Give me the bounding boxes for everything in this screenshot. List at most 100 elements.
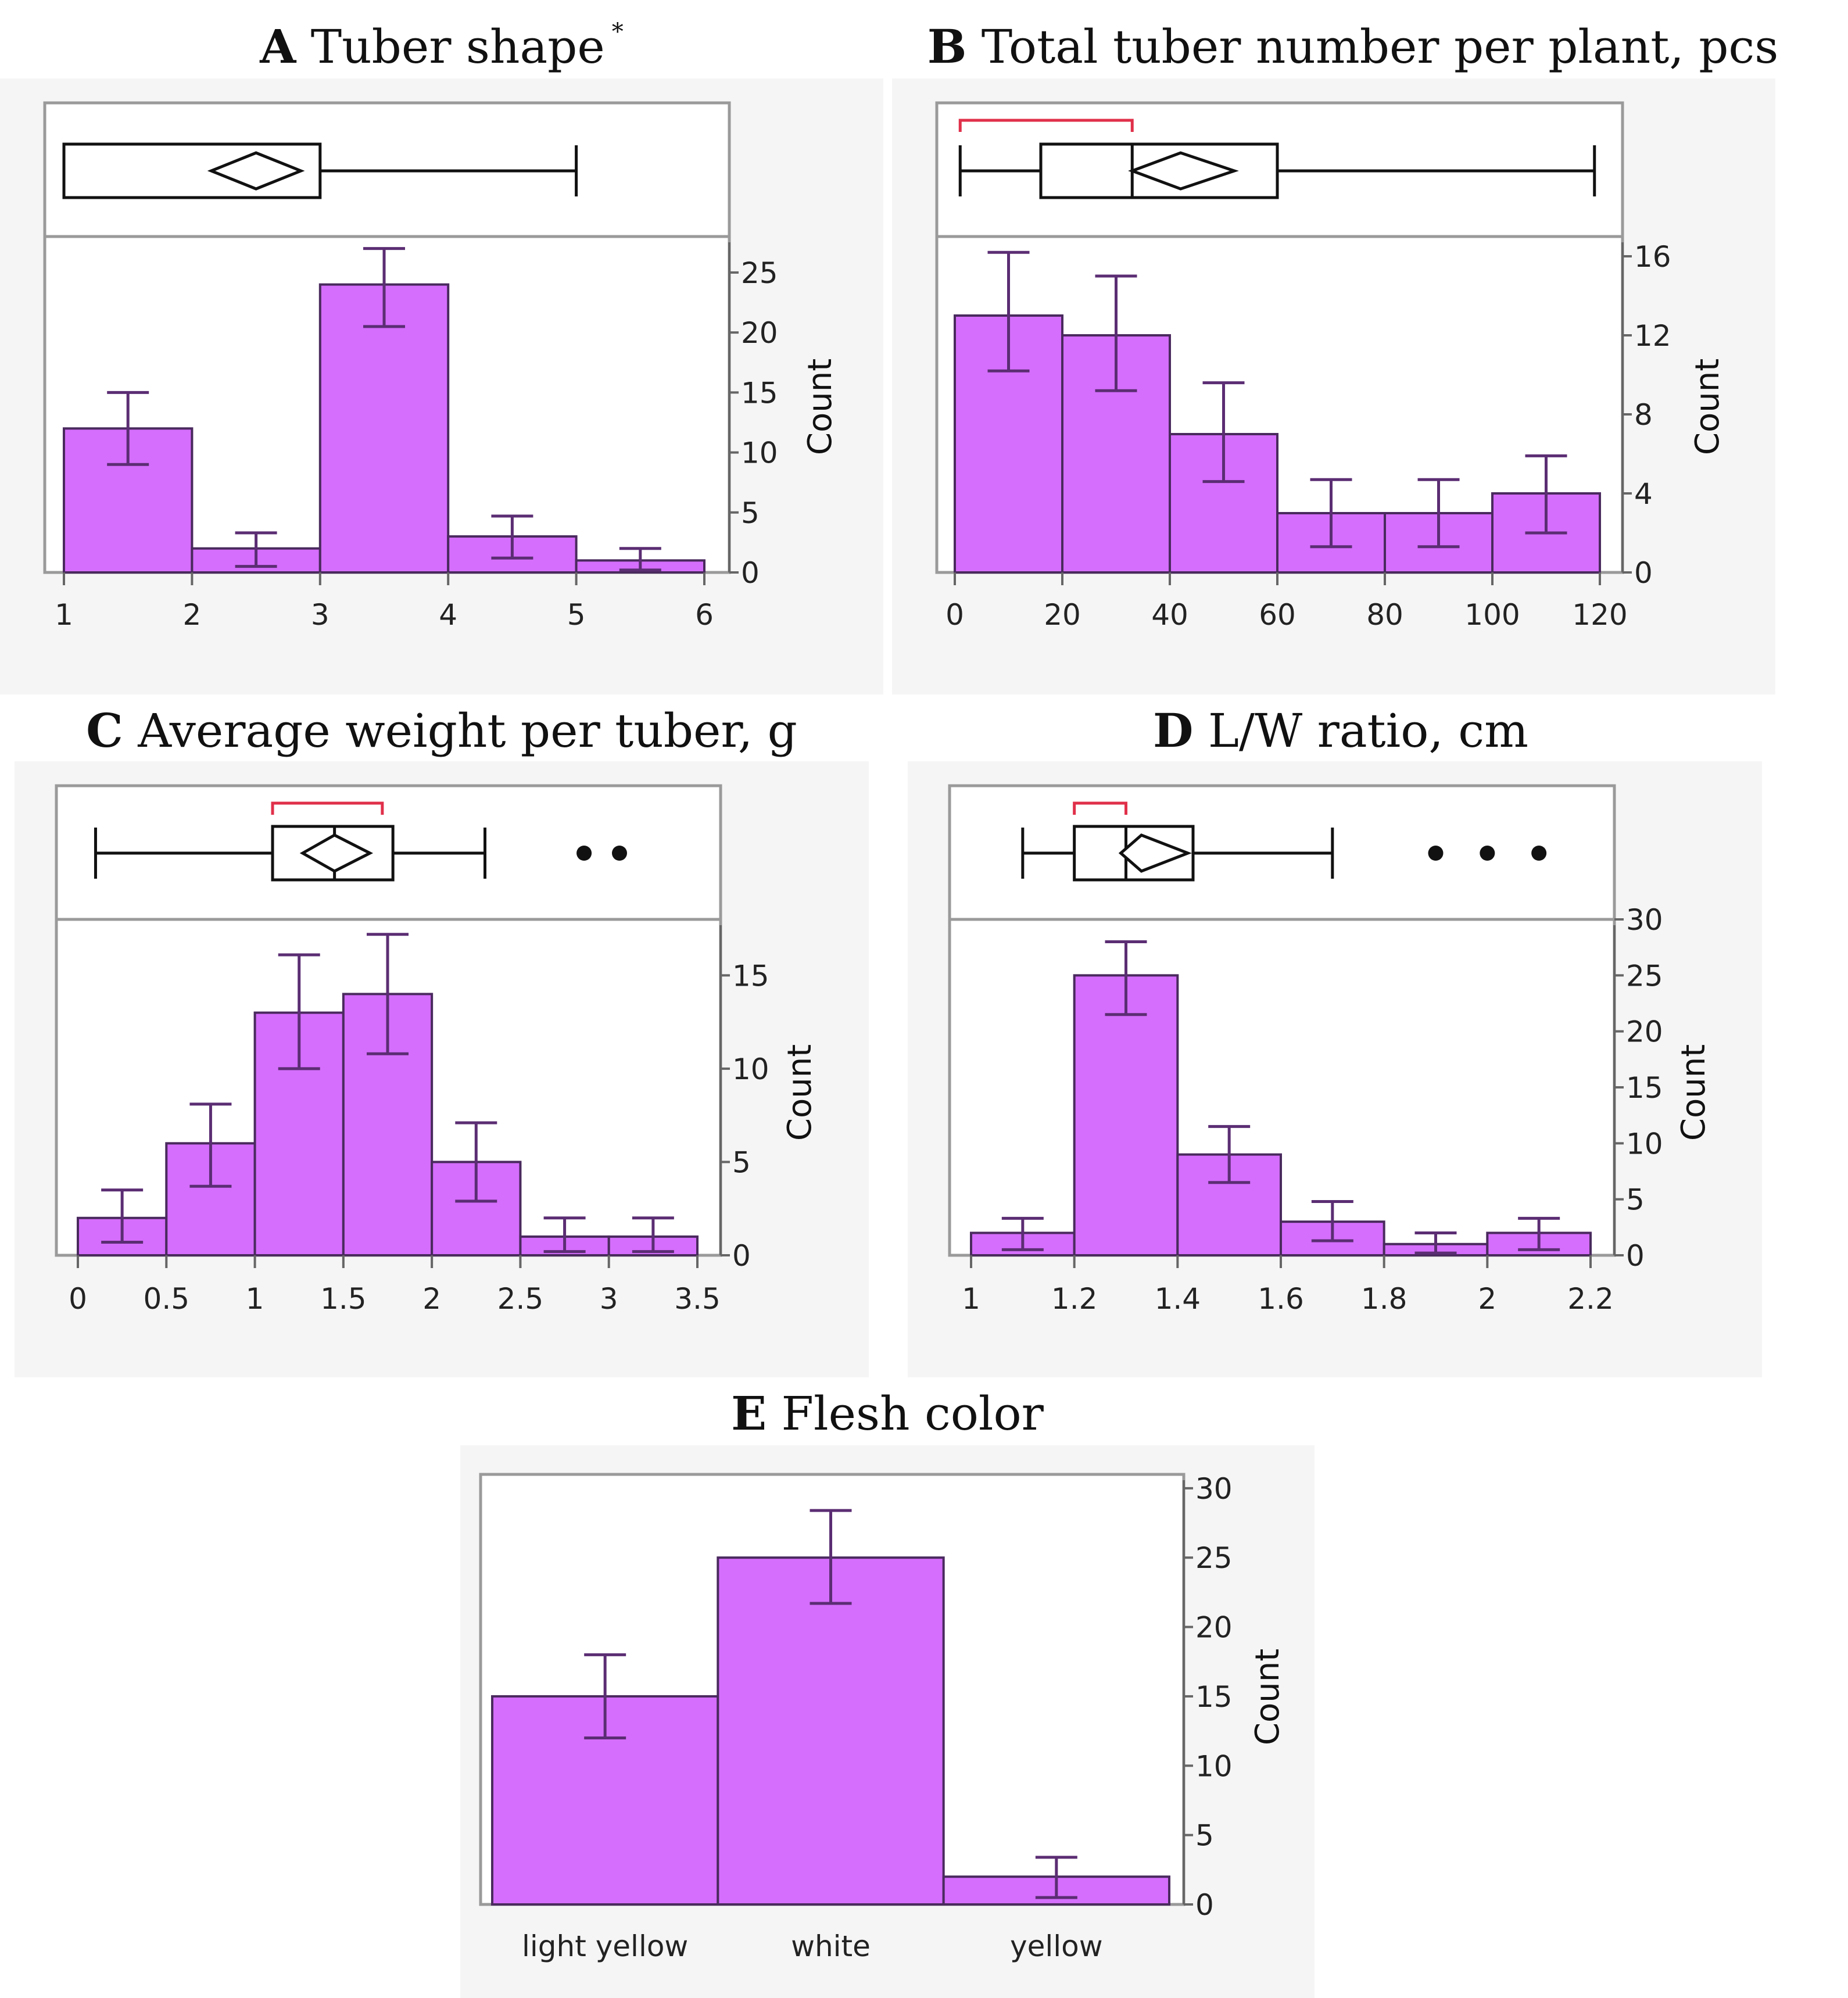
panel-d-error-bar — [1208, 1125, 1251, 1184]
panel-e-x-category-label: light yellow — [522, 1929, 688, 1963]
panel-d-error-bar — [1001, 1216, 1044, 1251]
panel-d-boxplot-mean-diamond — [1118, 833, 1192, 873]
panel-c-x-tick-label: 2 — [422, 1282, 441, 1316]
panel-a-x-tick-label: 4 — [439, 598, 457, 632]
panel-e-y-tick-label: 25 — [1195, 1541, 1233, 1575]
panel-c-x-tick-label: 3 — [600, 1282, 618, 1316]
panel-c-boxplot-whisker-cap — [94, 828, 487, 879]
panel-c-y-tick-label: 15 — [732, 959, 769, 993]
panel-e-y-tick-label: 20 — [1195, 1611, 1233, 1645]
panel-c-x-tick-label: 3.5 — [674, 1282, 721, 1316]
panel-d-x-tick-label: 1.2 — [1051, 1282, 1098, 1316]
panel-d-bar — [1073, 974, 1179, 1257]
panel-b-y-tick-label: 4 — [1634, 477, 1653, 511]
panel-d-title: D L/W ratio, cm — [1153, 703, 1528, 758]
panel-b-x-tick-label: 0 — [946, 598, 964, 632]
panel-b-y-axis-label: Count — [1689, 359, 1727, 455]
panel-c-bar — [342, 993, 434, 1256]
panel-b-error-bar — [1417, 478, 1460, 549]
panel-e-error-bar — [810, 1509, 852, 1605]
panel-e-y-axis-label: Count — [1249, 1649, 1287, 1745]
panel-e-x-category-label: white — [791, 1929, 871, 1963]
panel-a-title: A Tuber shape * — [259, 19, 623, 74]
panel-c: C Average weight per tuber, g 051015Coun… — [15, 703, 869, 1377]
panel-c-y-tick-label: 0 — [732, 1239, 751, 1273]
panel-b-x-tick-label: 40 — [1151, 598, 1188, 632]
panel-c-error-bar — [543, 1216, 586, 1254]
panel-a-y-tick-label: 10 — [741, 436, 778, 470]
panel-e-x-category-label: yellow — [1010, 1929, 1103, 1963]
panel-a-y-tick-label: 15 — [741, 376, 778, 410]
panel-c-y-tick-label: 5 — [732, 1145, 751, 1179]
panel-a-bar — [318, 283, 450, 574]
panel-c-error-bar — [278, 953, 320, 1070]
panel-a-x-tick-label: 1 — [55, 598, 73, 632]
panel-d-y-axis-label: Count — [1675, 1044, 1713, 1141]
panel-b: B Total tuber number per plant, pcs 0 4 8 1… — [892, 19, 1778, 694]
panel-a-y-tick-label: 5 — [741, 496, 760, 530]
panel-c-y-tick-label: 10 — [732, 1052, 769, 1086]
panel-b-boxplot-mean-diamond — [1128, 151, 1239, 191]
panel-c-x-tick-label: 0.5 — [144, 1282, 190, 1316]
panel-b-x-tick-label: 100 — [1464, 598, 1520, 632]
panel-a-x-tick-label: 2 — [182, 598, 201, 632]
panel-c-x-tick-label: 0 — [69, 1282, 87, 1316]
panel-d-y-tick-label: 10 — [1626, 1127, 1663, 1161]
panel-a-error-bar — [363, 247, 405, 328]
panel-c-boxplot-outlier — [576, 846, 592, 861]
panel-d-x-tick-label: 2.2 — [1567, 1282, 1614, 1316]
panel-b-title: B Total tuber number per plant, pcs — [927, 19, 1779, 74]
panel-c-y-axis-label: Count — [781, 1044, 819, 1141]
panel-b-x-tick-label: 80 — [1366, 598, 1403, 632]
panel-b-y-tick-label: 12 — [1634, 319, 1671, 353]
panel-a-error-bar — [491, 514, 533, 560]
panel-b-error-bar — [1095, 274, 1137, 392]
panel-c-boxplot-shortest-half — [271, 801, 384, 815]
panel-e-y-tick-label: 15 — [1195, 1680, 1233, 1714]
panel-a-x-tick-label: 5 — [567, 598, 586, 632]
panel-a-y-tick-label: 20 — [741, 316, 778, 350]
panel-d-x-tick-label: 2 — [1478, 1282, 1496, 1316]
panel-e-y-tick-label: 10 — [1195, 1749, 1233, 1783]
panel-e: E Flesh color 0 5 10 15 20 25 30 Count light yel… — [460, 1386, 1315, 1998]
panel-b-boxplot-whisker-cap — [958, 145, 1596, 196]
panel-e-y-tick-label: 5 — [1195, 1819, 1214, 1853]
panel-d-x-tick-label: 1.4 — [1155, 1282, 1201, 1316]
panel-d-error-bar — [1105, 940, 1147, 1016]
panel-b-boxplot-shortest-half — [958, 119, 1134, 132]
panel-a-y-tick-label: 25 — [741, 256, 778, 290]
panel-d-y-tick-label: 0 — [1626, 1239, 1645, 1273]
panel-b-y-tick-label: 16 — [1634, 240, 1671, 274]
panel-c-error-bar — [632, 1216, 674, 1254]
panel-e-title: E Flesh color — [731, 1386, 1044, 1441]
panel-b-x-tick-label: 20 — [1044, 598, 1081, 632]
panel-d-y-tick-label: 5 — [1626, 1183, 1645, 1217]
panel-c-title: C Average weight per tuber, g — [86, 703, 797, 758]
panel-d-boxplot-outlier — [1531, 846, 1547, 861]
panel-b-error-bar — [1525, 454, 1567, 535]
panel-c-x-tick-label: 1.5 — [320, 1282, 367, 1316]
panel-d-error-bar — [1311, 1200, 1353, 1243]
panel-d: D L/W ratio, cm 0 5 10 15 20 25 30 Count 1 1.2 1.4… — [908, 703, 1762, 1377]
panel-e-error-bar — [584, 1653, 626, 1740]
panel-c-x-tick-label: 1 — [246, 1282, 264, 1316]
panel-b-y-tick-label: 0 — [1634, 556, 1653, 590]
panel-d-y-tick-label: 20 — [1626, 1015, 1663, 1049]
panel-a-y-tick-label: 0 — [741, 556, 760, 590]
panel-a-x-tick-label: 6 — [695, 598, 714, 632]
panel-d-error-bar — [1518, 1216, 1560, 1251]
panel-a-x-tick-label: 3 — [311, 598, 330, 632]
panel-d-y-tick-label: 25 — [1626, 959, 1663, 993]
panel-e-error-bar — [1035, 1856, 1077, 1899]
panel-c-boxplot-mean-diamond — [299, 833, 374, 873]
panel-d-boxplot-shortest-half — [1073, 801, 1127, 815]
panel-b-error-bar — [1202, 381, 1245, 484]
panel-b-x-tick-label: 120 — [1572, 598, 1627, 632]
panel-d-x-tick-label: 1.6 — [1258, 1282, 1304, 1316]
panel-d-y-tick-label: 30 — [1626, 903, 1663, 937]
panel-c-error-bar — [189, 1102, 232, 1188]
panel-c-error-bar — [367, 933, 409, 1055]
panel-a: A Tuber shape * 0 5 10 15 20 25 Count 1 2 3 4 5 6 — [0, 19, 883, 694]
panel-b-x-tick-label: 60 — [1259, 598, 1296, 632]
